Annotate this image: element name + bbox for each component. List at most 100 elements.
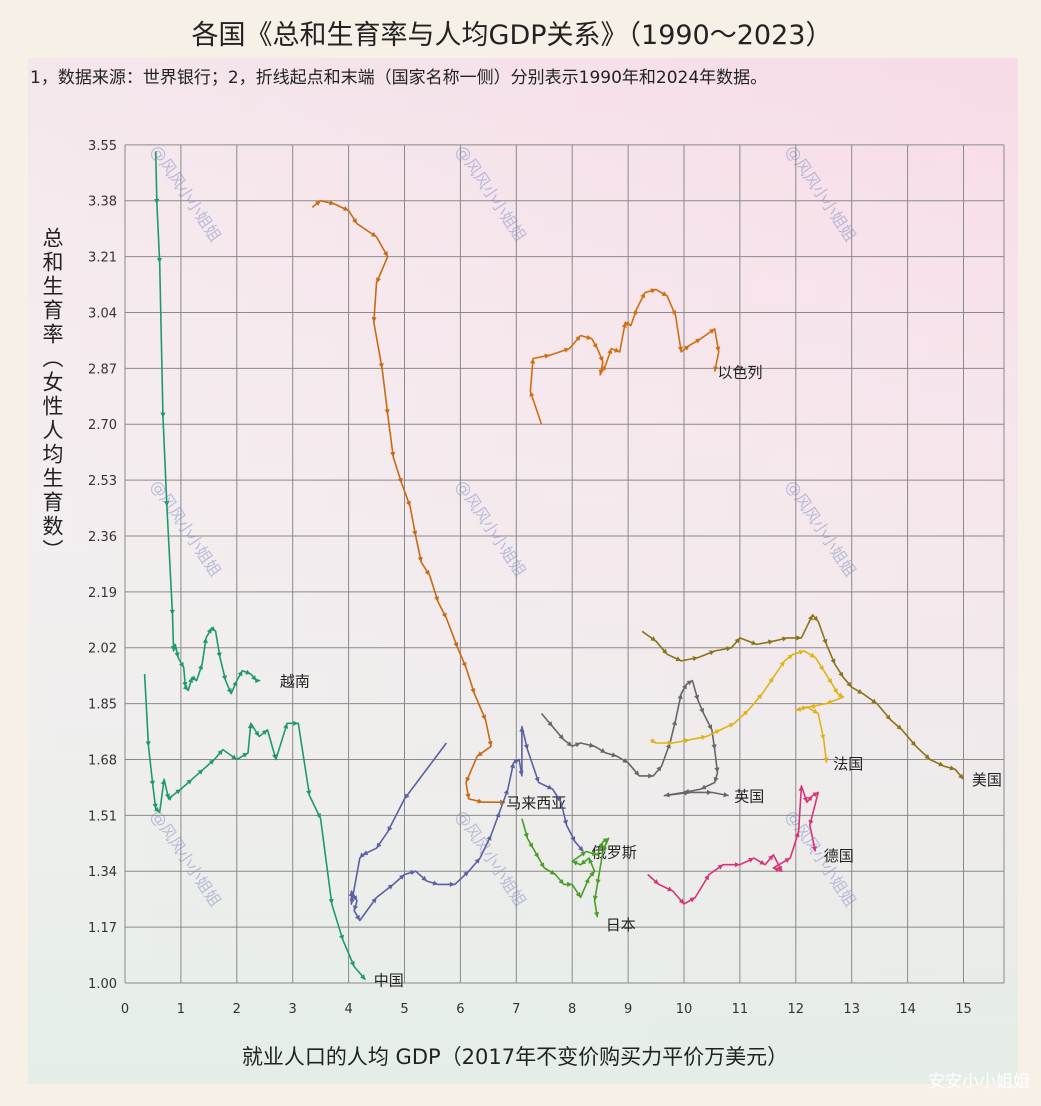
data-point-marker xyxy=(726,646,732,652)
data-point-marker xyxy=(622,757,629,763)
data-point-marker xyxy=(417,556,423,563)
data-point-marker xyxy=(958,773,964,780)
y-tick-label: 1.51 xyxy=(88,809,117,824)
y-tick-label: 1.00 xyxy=(88,977,117,992)
data-point-marker xyxy=(664,792,670,798)
data-point-marker xyxy=(487,740,493,747)
data-point-marker xyxy=(795,706,802,712)
data-point-marker xyxy=(376,842,382,849)
data-point-marker xyxy=(593,911,600,918)
chart-title: 各国《总和生育率与人均GDP关系》（1990～2023） xyxy=(192,20,833,51)
x-tick-label: 13 xyxy=(843,1002,860,1017)
data-point-marker xyxy=(588,858,594,864)
data-point-marker xyxy=(362,850,369,856)
data-point-marker xyxy=(837,692,844,698)
data-point-marker xyxy=(247,723,253,729)
data-point-marker xyxy=(255,677,261,684)
data-point-marker xyxy=(781,636,788,642)
data-point-marker xyxy=(562,819,568,826)
data-point-marker xyxy=(614,347,620,353)
x-tick-label: 0 xyxy=(121,1002,129,1017)
data-point-marker xyxy=(818,665,824,671)
data-point-marker xyxy=(272,753,278,760)
data-point-marker xyxy=(463,871,469,877)
series-label: 德国 xyxy=(824,847,854,865)
data-point-marker xyxy=(751,640,757,646)
series-label: 以色列 xyxy=(718,364,763,382)
y-tick-label: 2.70 xyxy=(88,418,117,433)
data-point-marker xyxy=(625,320,631,326)
data-point-marker xyxy=(221,675,227,681)
data-point-marker xyxy=(254,730,260,737)
data-point-marker xyxy=(371,897,377,904)
data-point-marker xyxy=(461,661,467,668)
data-point-marker xyxy=(838,671,844,678)
data-point-marker xyxy=(662,648,668,655)
series-马来西亚: 马来西亚 xyxy=(311,199,566,812)
x-tick-label: 8 xyxy=(568,1002,576,1017)
data-point-marker xyxy=(773,867,780,873)
data-point-marker xyxy=(171,644,177,650)
y-tick-label: 1.85 xyxy=(88,698,117,713)
data-point-marker xyxy=(383,250,388,257)
data-point-marker xyxy=(700,734,707,740)
data-point-marker xyxy=(798,785,804,791)
data-point-marker xyxy=(175,789,181,795)
data-point-marker xyxy=(378,362,384,369)
data-point-marker xyxy=(650,636,657,642)
data-point-marker xyxy=(656,766,662,772)
x-tick-label: 7 xyxy=(512,1002,520,1017)
data-point-marker xyxy=(784,858,791,863)
series-label: 法国 xyxy=(833,755,863,773)
data-point-marker xyxy=(823,757,829,763)
data-point-marker xyxy=(190,675,197,681)
data-point-marker xyxy=(174,652,180,658)
data-point-marker xyxy=(717,864,724,870)
data-point-marker xyxy=(910,740,916,747)
data-point-marker xyxy=(709,650,715,656)
data-point-marker xyxy=(384,409,390,415)
data-point-marker xyxy=(682,683,687,690)
data-point-marker xyxy=(567,881,573,887)
data-point-marker xyxy=(245,669,251,675)
data-point-marker xyxy=(808,614,813,621)
data-point-marker xyxy=(397,477,403,484)
y-tick-label: 2.87 xyxy=(88,362,117,377)
data-point-marker xyxy=(534,776,540,783)
series-label: 马来西亚 xyxy=(506,794,566,812)
y-tick-label: 2.19 xyxy=(88,586,117,601)
data-point-marker xyxy=(405,500,411,507)
data-point-marker xyxy=(885,714,891,721)
data-point-marker xyxy=(857,688,863,694)
data-point-marker xyxy=(570,836,576,842)
data-point-marker xyxy=(846,681,852,688)
data-point-marker xyxy=(167,795,173,801)
series-line xyxy=(143,673,367,981)
data-point-marker xyxy=(421,875,427,882)
data-point-marker xyxy=(530,358,536,364)
data-point-marker xyxy=(210,626,216,632)
data-point-marker xyxy=(602,845,608,852)
data-point-marker xyxy=(477,798,483,804)
data-point-marker xyxy=(328,898,334,905)
x-tick-label: 10 xyxy=(676,1002,693,1017)
x-axis-label: 就业人口的人均 GDP（2017年不变价购买力平价万美元） xyxy=(242,1045,788,1069)
data-point-marker xyxy=(556,796,562,803)
data-point-marker xyxy=(768,639,774,645)
data-point-marker xyxy=(547,721,553,727)
data-point-marker xyxy=(164,501,170,507)
data-point-marker xyxy=(371,317,377,323)
x-tick-label: 2 xyxy=(233,1002,241,1017)
series-越南: 越南 xyxy=(154,151,310,695)
y-axis-label: 总和生育率（女性人均生育数） xyxy=(40,227,64,563)
data-point-marker xyxy=(359,852,365,859)
data-point-marker xyxy=(607,348,613,355)
grid-lines xyxy=(124,144,1005,984)
x-tick-label: 6 xyxy=(456,1002,464,1017)
data-point-marker xyxy=(293,720,299,726)
data-point-marker xyxy=(547,784,553,790)
data-point-marker xyxy=(390,451,396,458)
data-point-marker xyxy=(232,680,238,687)
